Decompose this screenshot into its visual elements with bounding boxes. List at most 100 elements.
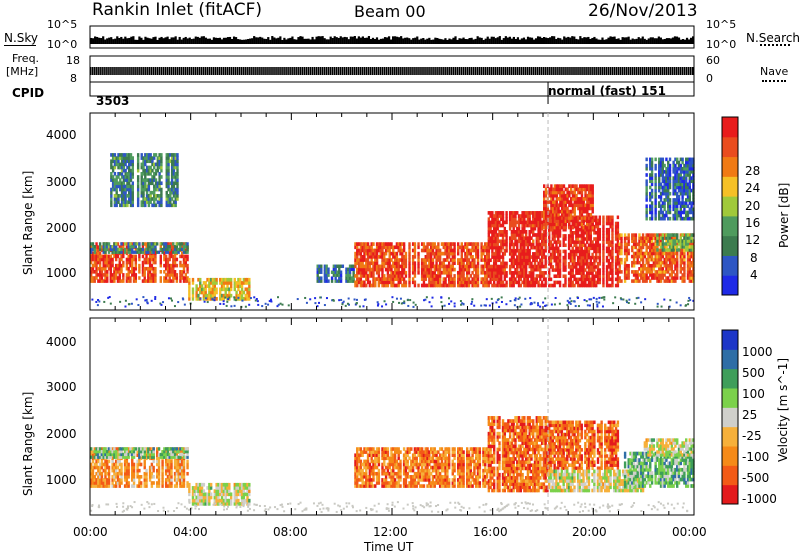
power-cell [580,197,584,201]
power-cell [607,249,611,254]
power-cell [623,245,627,250]
power-cell [366,245,370,250]
power-cell [172,184,176,189]
power-cell [167,162,170,167]
freq-trace-bar [359,67,362,75]
power-cell [444,251,447,256]
power-cell [95,276,98,280]
power-cell [609,262,612,266]
power-cell [530,255,533,259]
power-cell [156,194,160,198]
power-cell [244,277,247,282]
power-cell [553,206,557,211]
nsky-trace-bar [136,39,139,44]
power-cell [179,276,182,280]
power-cell [546,200,549,204]
power-cell [408,254,411,259]
power-cell [577,203,580,208]
power-cell [562,197,566,201]
power-cell [159,279,162,283]
power-cell [462,264,465,269]
power-cell [611,215,614,220]
power-cell [517,233,521,237]
freq-trace-bar [472,67,475,75]
power-cell [530,229,533,234]
power-cell [153,162,156,167]
power-cell [148,247,152,252]
power-cell [580,262,583,266]
power-cell [654,236,657,240]
nsky-trace-bar [134,39,137,44]
power-cell [381,270,384,275]
power-cell [598,252,602,257]
power-cell [453,277,456,281]
power-cell [320,264,323,269]
power-cell [426,251,429,256]
power-cell [374,277,377,281]
power-cell [690,233,693,237]
freq-trace-bar [502,67,505,75]
power-cell [447,254,451,259]
power-cell [625,276,629,280]
power-cell [683,251,686,256]
power-cell [519,239,523,244]
freq-trace-bar [677,67,680,75]
power-cell [174,175,177,179]
freq-trace-bar [273,67,275,75]
power-cell [111,260,114,265]
power-cell [591,246,594,251]
power-cell [688,233,692,237]
power-cell [683,233,686,237]
power-cell [553,219,557,224]
power-cell [618,257,621,262]
power-cell [559,190,562,195]
power-cell [129,279,132,283]
nsky-trace-bar [412,38,415,44]
nsky-trace-bar [212,37,216,44]
power-cell [580,252,583,257]
power-cell [692,279,695,283]
power-cell [424,258,427,262]
power-cell [451,280,454,285]
power-cell [571,268,574,272]
power-cell [98,251,102,256]
power-cell [543,225,546,230]
power-cell [172,203,176,208]
power-cell [508,280,512,285]
power-cell [658,267,661,271]
power-cell [640,242,643,247]
power-cell [388,267,391,272]
power-cell [316,279,319,283]
power-cell [539,223,542,228]
power-cell [487,271,491,275]
power-cell [127,254,130,259]
power-cell [473,245,476,250]
power-cell [582,249,585,254]
power-cell [535,245,538,250]
power-cell [553,255,556,260]
power-cell [188,293,191,298]
power-cell [444,242,447,246]
power-cell [539,217,542,222]
power-cell [93,276,96,280]
power-cell [444,270,447,275]
power-cell [111,247,114,252]
power-cell [438,270,442,275]
power-cell [159,257,162,262]
power-cell [166,273,170,277]
power-cell [551,234,555,238]
power-cell [553,225,557,230]
power-cell [128,194,131,198]
power-cell [386,267,390,272]
power-cell [539,267,542,272]
nsky-trace-bar [520,38,524,44]
power-cell [575,227,578,232]
power-cell [611,274,614,279]
power-cell [447,251,451,256]
power-cell [557,184,560,188]
nsky-trace-bar [106,38,109,44]
power-cell [164,257,168,262]
power-cell [111,156,115,160]
power-cell [113,194,117,198]
power-cell [611,268,614,272]
